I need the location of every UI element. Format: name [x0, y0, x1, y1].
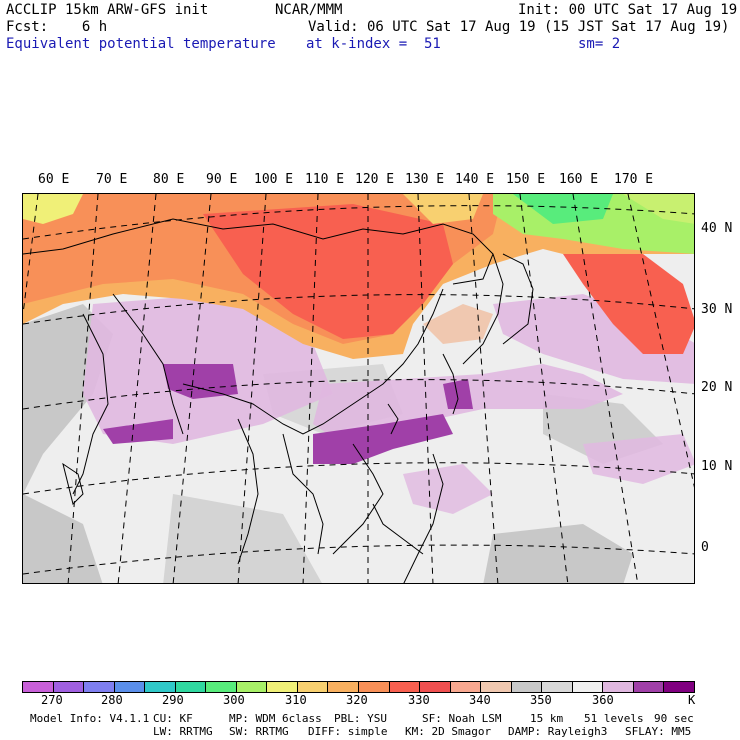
field-name: Equivalent potential temperature: [6, 36, 276, 52]
lat-label: 20 N: [701, 380, 733, 395]
legend-swatch: [206, 682, 237, 692]
footer-diff: DIFF: simple: [308, 725, 388, 738]
dark-purple-region: [443, 379, 473, 409]
legend-swatch: [389, 682, 421, 692]
legend-swatch: [175, 682, 207, 692]
graticule: [23, 194, 694, 583]
legend-swatch: [420, 682, 451, 692]
model-title: ACCLIP 15km ARW-GFS init: [6, 2, 209, 18]
footer-km: KM: 2D Smagor: [405, 725, 492, 738]
lon-label: 110 E: [305, 172, 345, 187]
legend-swatch: [267, 682, 298, 692]
dark-purple-region: [103, 419, 173, 444]
lon-label: 100 E: [254, 172, 294, 187]
legend-swatch: [572, 682, 604, 692]
lon-label: 80 E: [153, 172, 185, 187]
footer-levels: 51 levels: [584, 712, 644, 725]
purple-region: [493, 294, 694, 384]
color-legend: [22, 681, 695, 693]
cool-patch: [513, 194, 613, 224]
legend-swatch: [297, 682, 329, 692]
legend-swatch: [23, 682, 54, 692]
footer-sflay: SFLAY: MM5: [625, 725, 692, 738]
lat-label: 40 N: [701, 221, 733, 236]
lat-label: 0: [701, 540, 709, 555]
level-index: at k-index = 51: [306, 36, 441, 52]
lon-label: 70 E: [96, 172, 128, 187]
footer-resolution: 15 km: [530, 712, 564, 725]
legend-swatch: [664, 682, 695, 692]
lon-label: 170 E: [614, 172, 654, 187]
legend-swatch: [114, 682, 146, 692]
footer-cu: CU: KF: [153, 712, 193, 725]
legend-swatch: [511, 682, 543, 692]
warm-band: [563, 254, 694, 354]
purple-region: [403, 464, 493, 514]
cool-patch: [23, 194, 83, 224]
legend-tick: 360: [592, 693, 614, 707]
theta-e-map: [22, 193, 695, 584]
init-time: Init: 00 UTC Sat 17 Aug 19: [518, 2, 738, 18]
footer-pbl: PBL: YSU: [334, 712, 387, 725]
legend-swatch: [633, 682, 665, 692]
legend-swatch: [359, 682, 390, 692]
footer-mp: MP: WDM 6class: [229, 712, 322, 725]
legend-tick: 270: [41, 693, 63, 707]
organization: NCAR/MMM: [275, 2, 343, 18]
legend-swatch: [236, 682, 268, 692]
legend-swatch: [450, 682, 482, 692]
footer-model-info: Model Info: V4.1.1: [30, 712, 150, 725]
legend-swatch: [145, 682, 176, 692]
lon-label: 140 E: [455, 172, 495, 187]
legend-tick: 330: [408, 693, 430, 707]
lon-label: 160 E: [559, 172, 599, 187]
lon-label: 60 E: [38, 172, 70, 187]
warm-band: [203, 204, 453, 339]
grey-region: [163, 494, 322, 583]
footer-damp: DAMP: Rayleigh3: [508, 725, 608, 738]
legend-swatch: [84, 682, 115, 692]
legend-tick: 310: [285, 693, 307, 707]
legend-tick: 290: [162, 693, 184, 707]
footer-sw: SW: RRTMG: [229, 725, 289, 738]
lat-label: 30 N: [701, 302, 733, 317]
valid-time: Valid: 06 UTC Sat 17 Aug 19 (15 JST Sat …: [308, 19, 730, 35]
legend-swatch: [481, 682, 512, 692]
legend-swatch: [328, 682, 360, 692]
legend-unit: K: [688, 693, 696, 707]
map-canvas: [23, 194, 694, 583]
lat-label: 10 N: [701, 459, 733, 474]
legend-swatch: [603, 682, 634, 692]
footer-sf: SF: Noah LSM: [422, 712, 502, 725]
lon-label: 120 E: [355, 172, 395, 187]
legend-tick: 350: [530, 693, 552, 707]
lon-label: 130 E: [405, 172, 445, 187]
warm-band: [423, 304, 493, 344]
lon-label: 150 E: [506, 172, 546, 187]
purple-region: [583, 434, 694, 484]
grey-region: [23, 494, 103, 583]
cool-patch: [623, 194, 694, 224]
smoothing: sm= 2: [578, 36, 621, 52]
legend-swatch: [542, 682, 573, 692]
forecast-hour: Fcst: 6 h: [6, 19, 108, 35]
grey-region: [483, 524, 633, 583]
footer-lw: LW: RRTMG: [153, 725, 213, 738]
dark-purple-region: [313, 414, 453, 464]
legend-swatch: [53, 682, 85, 692]
cool-patch: [403, 194, 483, 224]
footer-timestep: 90 sec: [654, 712, 694, 725]
legend-tick: 280: [101, 693, 123, 707]
legend-tick: 340: [469, 693, 491, 707]
lon-label: 90 E: [206, 172, 238, 187]
coastlines: [23, 218, 534, 583]
legend-tick: 320: [346, 693, 368, 707]
legend-tick: 300: [223, 693, 245, 707]
